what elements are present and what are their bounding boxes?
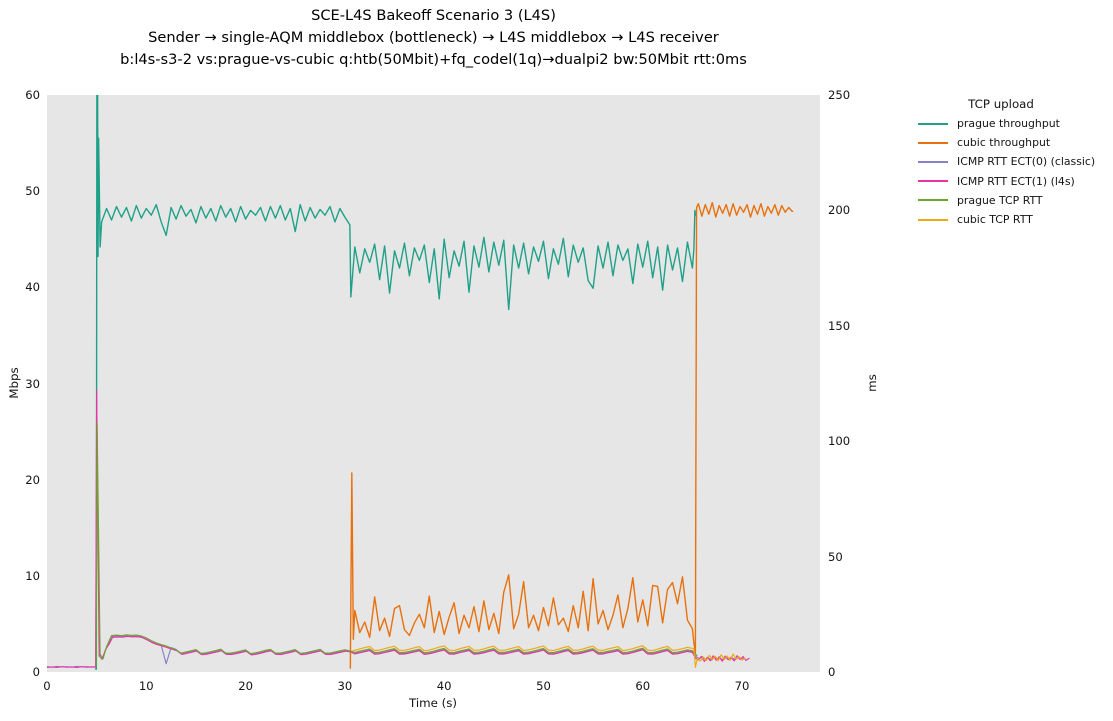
legend-entry: ICMP RTT ECT(1) (l4s)	[905, 172, 1113, 191]
y-left-tick-label: 40	[25, 280, 40, 295]
legend-line-swatch	[918, 141, 948, 144]
legend-title: TCP upload	[968, 97, 1034, 111]
title-line-3: b:l4s-s3-2 vs:prague-vs-cubic q:htb(50Mb…	[120, 51, 747, 68]
legend-line-swatch	[918, 180, 948, 183]
x-tick-label: 0	[43, 679, 51, 693]
series-line	[47, 433, 745, 668]
legend-entry: cubic throughput	[905, 133, 1113, 152]
legend-label: prague throughput	[957, 117, 1060, 131]
legend-label: ICMP RTT ECT(1) (l4s)	[957, 174, 1075, 188]
y-right-tick-label: 0	[828, 665, 836, 679]
series-line	[94, 95, 697, 670]
x-tick-label: 30	[337, 679, 353, 693]
title-line-1: SCE-L4S Bakeoff Scenario 3 (L4S)	[311, 7, 556, 24]
legend-entry: cubic TCP RTT	[905, 210, 1113, 229]
legend-entry: prague throughput	[905, 114, 1113, 133]
y-left-tick-label: 30	[25, 376, 40, 391]
y-right-tick-label: 150	[828, 318, 851, 333]
x-tick-label: 20	[238, 679, 253, 693]
y-left-tick-label: 0	[32, 665, 40, 679]
y-left-tick-label: 50	[25, 184, 40, 199]
y-right-tick-label: 200	[828, 203, 851, 218]
x-tick-label: 40	[436, 679, 452, 693]
x-tick-label: 10	[138, 679, 154, 693]
y-axis-label-right: ms	[865, 374, 879, 392]
x-tick-label: 50	[536, 679, 551, 693]
y-left-tick-label: 20	[25, 472, 40, 487]
y-left-tick-label: 10	[25, 568, 40, 583]
legend-entry: prague TCP RTT	[905, 191, 1113, 210]
legend: TCP upload prague throughput cubic throu…	[905, 97, 1113, 229]
legend-label: ICMP RTT ECT(0) (classic)	[957, 155, 1096, 169]
series-line	[352, 645, 746, 668]
legend-entry: ICMP RTT ECT(0) (classic)	[905, 152, 1113, 171]
y-left-tick-label: 60	[25, 88, 40, 102]
plot-area	[47, 95, 820, 672]
legend-line-swatch	[918, 122, 948, 125]
x-tick-label: 70	[734, 679, 750, 693]
legend-label: cubic throughput	[957, 136, 1051, 150]
x-tick-label: 60	[635, 679, 651, 693]
series-line	[95, 422, 698, 667]
legend-label: cubic TCP RTT	[957, 213, 1033, 227]
series-line	[349, 202, 794, 669]
legend-line-swatch	[918, 199, 948, 202]
y-right-tick-label: 250	[828, 88, 851, 102]
legend-line-swatch	[918, 218, 948, 221]
y-right-tick-label: 100	[828, 434, 851, 449]
title-line-2: Sender → single-AQM middlebox (bottlenec…	[148, 29, 719, 46]
legend-line-swatch	[918, 160, 948, 163]
y-axis-label-left: Mbps	[7, 367, 21, 399]
legend-label: prague TCP RTT	[957, 193, 1043, 207]
y-right-tick-label: 50	[828, 549, 843, 564]
x-axis-label: Time (s)	[409, 696, 457, 710]
series-line	[47, 389, 750, 668]
chart-title: SCE-L4S Bakeoff Scenario 3 (L4S) Sender …	[47, 5, 820, 71]
